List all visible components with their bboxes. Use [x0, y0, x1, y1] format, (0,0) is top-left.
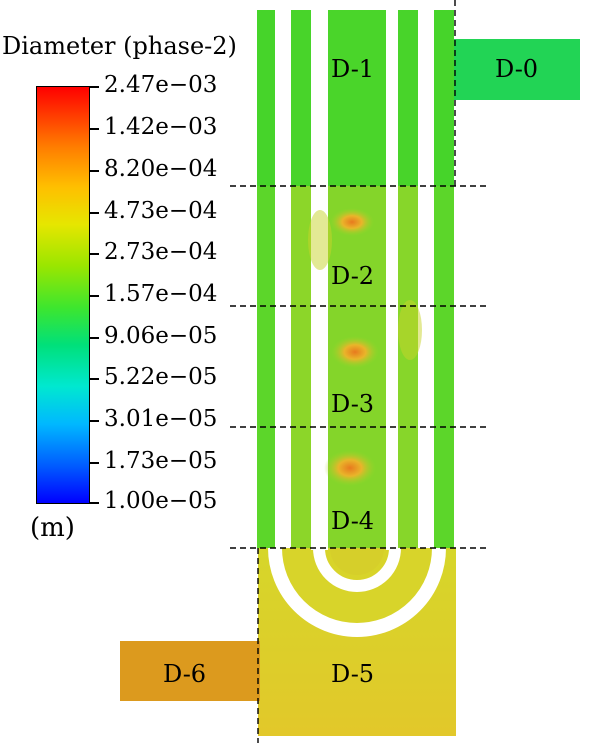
zone-d6: [120, 641, 260, 701]
legend-title: Diameter (phase-2): [2, 32, 237, 60]
u-bend-gap-outer: [268, 547, 446, 637]
legend-unit: (m): [30, 513, 75, 543]
zone-label-d0: D-0: [495, 55, 539, 83]
colorbar-tick: [90, 253, 99, 255]
zone-label-d4: D-4: [331, 507, 375, 535]
colorbar-tick: [90, 170, 99, 172]
colorbar-tick: [90, 128, 99, 130]
u-bend-core: [330, 548, 384, 575]
colorbar-tick: [90, 337, 99, 339]
colorbar-tick: [90, 212, 99, 214]
colorbar-tick-label: 8.20e−04: [104, 156, 218, 182]
colorbar-tick: [90, 420, 99, 422]
zone-label-d2: D-2: [331, 262, 375, 290]
colorbar-tick-label: 1.42e−03: [104, 114, 218, 140]
colorbar-tick: [90, 378, 99, 380]
colorbar-tick-label: 2.73e−04: [104, 239, 218, 265]
colorbar-tick-label: 1.57e−04: [104, 281, 218, 307]
zone-label-d1: D-1: [331, 55, 375, 83]
colorbar-tick: [90, 295, 99, 297]
zone-label-d6: D-6: [163, 660, 207, 688]
u-bend-gap-inner: [313, 547, 401, 592]
zone-d0: [453, 39, 580, 100]
colorbar: [36, 86, 90, 504]
colorbar-tick-label: 1.00e−05: [104, 488, 218, 514]
zone-label-d3: D-3: [331, 390, 375, 418]
colorbar-tick-label: 3.01e−05: [104, 406, 218, 432]
colorbar-tick-label: 4.73e−04: [104, 198, 218, 224]
colorbar-tick: [90, 462, 99, 464]
colorbar-tick-label: 2.47e−03: [104, 72, 218, 98]
colorbar-tick-label: 1.73e−05: [104, 448, 218, 474]
colorbar-tick-label: 9.06e−05: [104, 323, 218, 349]
colorbar-tick: [90, 86, 99, 88]
zone-label-d5: D-5: [331, 660, 375, 688]
colorbar-tick: [90, 502, 99, 504]
colorbar-tick-label: 5.22e−05: [104, 364, 218, 390]
